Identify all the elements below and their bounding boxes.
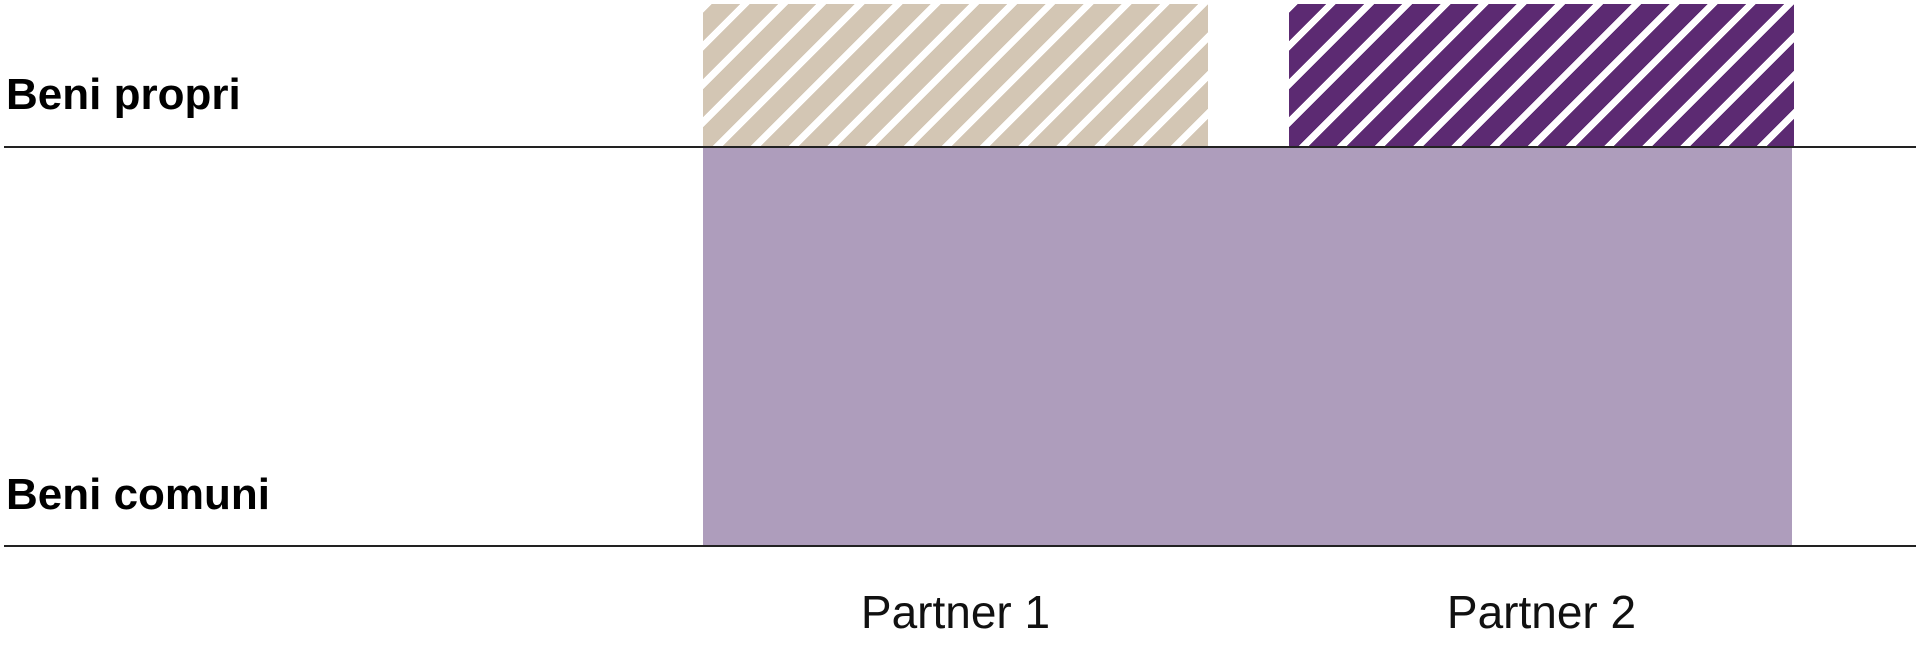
column-label-partner1: Partner 1: [860, 586, 1051, 638]
divider-line-top: [4, 146, 1916, 148]
partner2-own-assets-block: [1289, 4, 1794, 147]
column-label-partner2: Partner 2: [1446, 586, 1637, 638]
partner1-own-assets-block: [703, 4, 1208, 147]
row-label-own-assets: Beni propri: [6, 70, 241, 119]
row-label-common-assets: Beni comuni: [6, 470, 271, 519]
divider-line-bottom: [4, 545, 1916, 547]
common-assets-block: [703, 147, 1792, 546]
